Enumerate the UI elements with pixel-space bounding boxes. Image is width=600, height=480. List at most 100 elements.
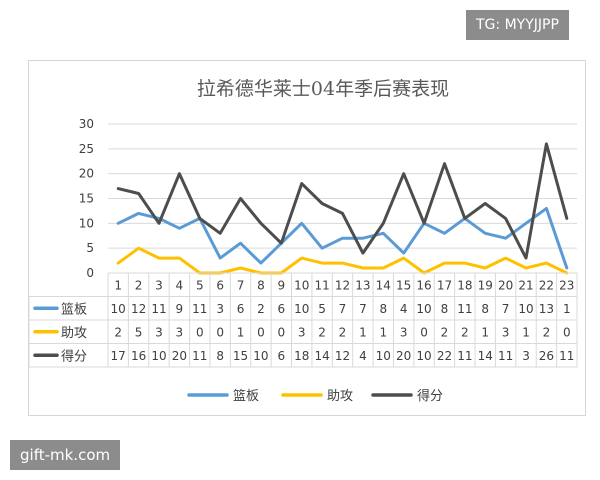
data-label: 0 [563,325,571,339]
y-axis-ticks: 0 5 10 15 20 25 30 [79,117,94,280]
data-label: 11 [498,349,513,363]
x-tick-label: 4 [176,278,184,292]
data-label: 9 [176,302,184,316]
watermark-bottom: gift-mk.com [10,440,121,470]
data-label: 2 [543,325,551,339]
data-label: 3 [400,325,408,339]
x-tick-label: 5 [196,278,204,292]
data-label: 1 [359,325,367,339]
data-label: 1 [379,325,387,339]
series-line-助攻 [116,246,569,275]
data-label: 20 [172,349,187,363]
data-label: 4 [359,349,367,363]
data-label: 14 [314,349,329,363]
legend: 篮板 助攻 得分 [187,388,443,404]
data-label: 11 [559,349,574,363]
data-label: 10 [376,349,391,363]
x-tick-label: 3 [155,278,163,292]
data-label: 3 [502,325,510,339]
data-label: 26 [539,349,554,363]
x-tick-label: 23 [559,278,574,292]
data-label: 2 [257,302,265,316]
y-tick-label: 10 [79,216,94,230]
data-label: 18 [294,349,309,363]
chart-frame: 拉希德华莱士04年季后赛表现 0 5 10 15 20 25 30 1 2 3 4 5 6 7 8 9 10 1… [28,60,586,416]
data-label: 7 [359,302,367,316]
x-tick-label: 1 [114,278,122,292]
data-label: 15 [233,349,248,363]
y-tick-label: 15 [79,192,94,206]
data-label: 22 [437,349,452,363]
y-tick-label: 0 [86,266,94,280]
y-tick-label: 20 [79,167,94,181]
data-label: 0 [216,325,224,339]
data-label: 6 [278,349,286,363]
y-tick-label: 25 [79,142,94,156]
data-label: 2 [461,325,469,339]
data-label: 16 [131,349,146,363]
data-label: 2 [318,325,326,339]
legend-label: 助攻 [327,389,353,404]
x-tick-label: 13 [355,278,370,292]
x-tick-label: 19 [478,278,493,292]
gridlines [108,123,577,274]
x-tick-label: 16 [416,278,431,292]
data-label: 5 [318,302,326,316]
watermark-top: TG: MYYJJPP [466,10,569,40]
data-label: 11 [192,349,207,363]
table-series-label: 篮板 [61,302,87,317]
x-tick-label: 15 [396,278,411,292]
legend-label: 篮板 [233,389,259,404]
x-tick-label: 22 [539,278,554,292]
data-label: 1 [237,325,245,339]
data-label: 13 [539,302,554,316]
chart-title: 拉希德华莱士04年季后赛表现 [197,78,449,100]
data-label: 2 [339,325,347,339]
data-label: 0 [257,325,265,339]
y-tick-label: 30 [79,117,94,131]
data-label: 8 [216,349,224,363]
data-label: 8 [379,302,387,316]
x-tick-label: 2 [135,278,143,292]
legend-label: 得分 [417,388,443,404]
data-label: 5 [135,325,143,339]
x-tick-label: 18 [457,278,472,292]
data-label: 10 [416,349,431,363]
series-lines [116,142,569,275]
data-label: 3 [298,325,306,339]
x-tick-label: 14 [376,278,391,292]
data-label: 14 [478,349,493,363]
data-label: 12 [335,349,350,363]
data-label: 10 [151,349,166,363]
data-label: 11 [192,302,207,316]
data-label: 0 [420,325,428,339]
data-label: 2 [114,325,122,339]
data-label: 0 [196,325,204,339]
data-label: 11 [151,302,166,316]
table-series-label: 助攻 [61,326,87,341]
data-label: 1 [563,302,571,316]
data-label: 8 [481,302,489,316]
data-label: 7 [502,302,510,316]
data-label: 10 [416,302,431,316]
x-tick-label: 20 [498,278,513,292]
data-label: 11 [457,302,472,316]
data-label: 17 [111,349,126,363]
data-label: 3 [522,349,530,363]
y-tick-label: 5 [86,241,94,255]
x-tick-label: 21 [518,278,533,292]
data-label: 0 [278,325,286,339]
data-label: 12 [131,302,146,316]
table-series-label: 得分 [61,348,87,364]
x-tick-label: 7 [237,278,245,292]
x-tick-label: 11 [314,278,329,292]
data-label: 10 [294,302,309,316]
data-label: 11 [457,349,472,363]
x-tick-label: 17 [437,278,452,292]
data-label: 8 [441,302,449,316]
x-tick-label: 9 [278,278,286,292]
x-tick-label: 12 [335,278,350,292]
data-label: 1 [522,325,530,339]
